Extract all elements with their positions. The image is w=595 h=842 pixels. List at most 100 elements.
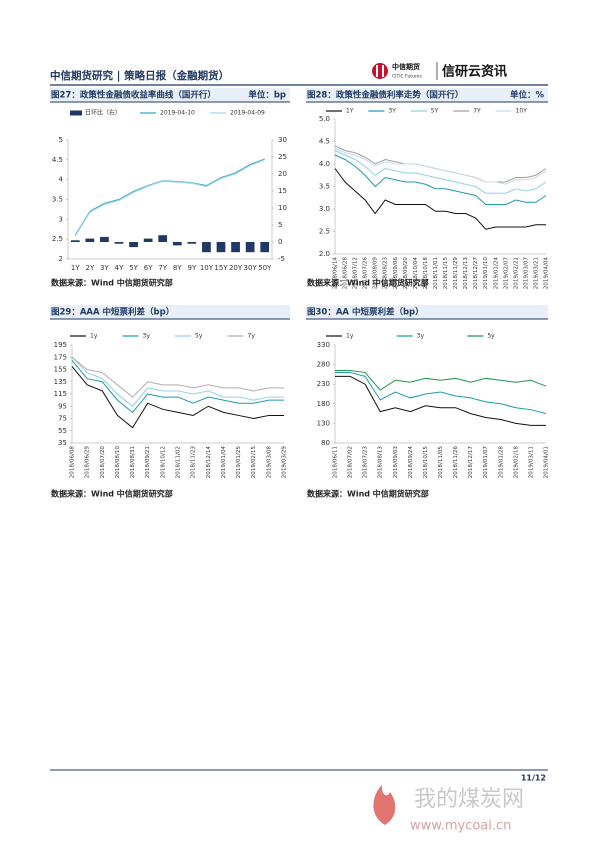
- y-tick-label: 55: [58, 427, 67, 435]
- x-tick-label: 2018/08/31: [130, 446, 136, 479]
- caption-band: [50, 88, 290, 102]
- x-tick-label: 2018/09/24: [408, 446, 414, 479]
- series-line: [335, 375, 546, 426]
- x-tick-label: 2018/10/04: [413, 257, 419, 290]
- page-number: 11/12: [521, 774, 546, 783]
- x-tick-label: 2019/01/04: [221, 446, 227, 479]
- y2-tick-label: 20: [278, 170, 287, 178]
- x-tick-label: 2019/01/24: [493, 257, 499, 290]
- legend-label: 1y: [90, 333, 98, 340]
- legend-label: 1y: [346, 333, 354, 340]
- brand: 信研云资讯: [442, 64, 507, 80]
- y-tick-label: 4.0: [319, 160, 330, 168]
- y-tick-label: 330: [317, 341, 330, 349]
- y-tick-label: 2.5: [52, 235, 63, 243]
- x-tick-label: 2018/10/18: [423, 257, 429, 290]
- y-tick-label: 195: [54, 341, 67, 349]
- x-tick-label: 2018/09/21: [145, 446, 151, 479]
- series-line: [334, 150, 547, 194]
- x-tick-label: 2019/01/10: [483, 257, 489, 290]
- bar: [143, 238, 153, 242]
- x-tick-label: 2018/07/12: [353, 257, 359, 289]
- legend-label: 5Y: [431, 108, 439, 115]
- legend-label: 5y: [487, 333, 495, 340]
- x-tick-label: 2018/06/28: [343, 257, 349, 290]
- logo-icon: [372, 63, 388, 79]
- x-tick-label: 2019/03/11: [528, 446, 534, 479]
- y2-tick-label: 30: [278, 136, 287, 144]
- watermark-url: www.mycoal.cn: [410, 819, 511, 834]
- caption-band: [50, 305, 290, 319]
- x-tick-label: 2018/12/13: [463, 257, 469, 290]
- x-tick-label: 2019/01/07: [483, 446, 489, 479]
- y-tick-label: 4.5: [52, 156, 63, 164]
- y-tick-label: 2.5: [319, 228, 330, 236]
- x-tick-label: 4Y: [115, 264, 124, 272]
- x-tick-label: 50Y: [258, 264, 272, 272]
- y2-tick-label: 25: [278, 153, 287, 161]
- legend-label: 2019-04-09: [230, 110, 265, 117]
- legend-label: 3Y: [388, 108, 396, 115]
- y-tick-label: 3: [59, 215, 63, 223]
- y-tick-label: 4: [59, 176, 64, 184]
- x-tick-label: 2018/09/20: [403, 257, 409, 290]
- x-tick-label: 2018/08/10: [115, 446, 121, 479]
- logo-en: CITIC Futures: [392, 74, 422, 80]
- x-tick-label: 2018/07/26: [363, 257, 369, 290]
- x-tick-label: 2019/02/07: [503, 257, 509, 290]
- y-tick-label: 175: [54, 353, 67, 361]
- figure-caption: 图28：政策性金融债利率走势（国开行）: [307, 90, 463, 101]
- x-tick-label: 2018/06/11: [333, 446, 339, 479]
- legend-label: 日环比（右）: [85, 109, 121, 117]
- y-tick-label: 115: [54, 390, 67, 398]
- y-tick-label: 35: [58, 439, 67, 447]
- x-tick-label: 2Y: [85, 264, 94, 272]
- x-tick-label: 2018/11/15: [443, 257, 449, 290]
- bar: [216, 242, 226, 253]
- x-tick-label: 2018/11/02: [176, 446, 182, 478]
- series-line: [74, 159, 265, 237]
- legend-label: 7y: [248, 333, 256, 340]
- watermark-name: 我的煤炭网: [414, 787, 524, 812]
- unit-label: 单位：bp: [248, 90, 286, 101]
- figure-caption: 图27：政策性金融债收益率曲线（国开行）: [51, 90, 216, 101]
- legend-label: 5y: [195, 333, 203, 340]
- x-tick-label: 10Y: [200, 264, 214, 272]
- y-tick-label: 135: [54, 378, 67, 386]
- y2-tick-label: -5: [278, 255, 285, 263]
- x-tick-label: 3Y: [100, 264, 109, 272]
- series-line: [335, 369, 547, 391]
- legend-label: 2019-04-10: [160, 110, 195, 117]
- figure-source: 数据来源：Wind 中信期货研究部: [51, 489, 173, 499]
- y-tick-label: 3.5: [52, 196, 63, 204]
- x-tick-label: 2019/01/28: [498, 446, 504, 479]
- x-tick-label: 8Y: [173, 264, 182, 272]
- x-tick-label: 5Y: [129, 264, 138, 272]
- x-tick-label: 2018/11/26: [453, 446, 459, 479]
- caption-band: [306, 305, 548, 319]
- watermark-icon: [373, 785, 396, 825]
- caption-band: [306, 88, 548, 102]
- x-tick-label: 2018/06/29: [85, 446, 91, 479]
- x-tick-label: 20Y: [229, 264, 243, 272]
- x-tick-label: 7Y: [158, 264, 167, 272]
- legend-label: 7Y: [473, 108, 481, 115]
- x-tick-label: 2018/11/23: [191, 446, 197, 479]
- unit-label: 单位：%: [510, 90, 545, 101]
- x-tick-label: 2018/09/06: [393, 257, 399, 290]
- y-tick-label: 5: [59, 136, 63, 144]
- series-line: [334, 154, 547, 205]
- x-tick-label: 2018/08/23: [383, 257, 389, 290]
- bar: [172, 242, 182, 246]
- legend-label: 10Y: [516, 108, 528, 115]
- bar: [158, 235, 168, 242]
- figure-source: 数据来源：Wind 中信期货研究部: [307, 489, 429, 499]
- x-tick-label: 2019/03/07: [523, 257, 529, 290]
- series-line: [334, 147, 547, 185]
- x-tick-label: 2019/03/08: [266, 446, 272, 479]
- legend-label: 1Y: [346, 108, 354, 115]
- figure-source: 数据来源：Wind 中信期货研究部: [307, 278, 429, 288]
- y-tick-label: 130: [317, 419, 330, 427]
- x-tick-label: 2019/01/25: [236, 446, 242, 479]
